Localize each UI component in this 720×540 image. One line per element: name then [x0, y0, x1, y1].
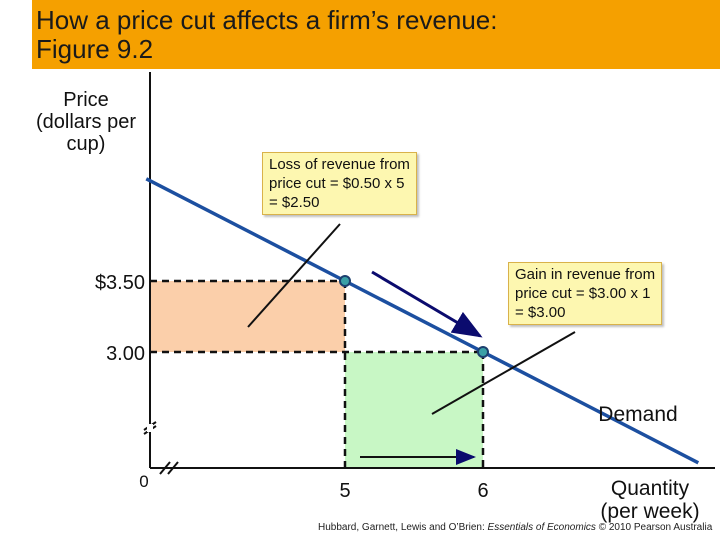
x-tick-5: 5	[339, 480, 350, 502]
gain-callout-pointer	[431, 331, 576, 415]
loss-callout-line-3: = $2.50	[269, 194, 320, 211]
x-axis-label-line-2: (per week)	[600, 500, 699, 523]
demand-point-1	[339, 275, 351, 287]
y-axis-break-gap	[147, 424, 153, 432]
gain-callout: Gain in revenue from price cut = $3.00 x…	[508, 262, 663, 325]
y-tick-3-50: $3.50	[95, 272, 145, 294]
gain-callout-line-2: price cut = $3.00 x 1	[515, 285, 651, 302]
x-axis-break-2	[167, 461, 179, 475]
credit-prefix: Hubbard, Garnett, Lewis and O’Brien:	[318, 522, 488, 533]
demand-point-2	[477, 346, 489, 358]
credit-suffix: © 2010 Pearson Australia	[595, 522, 713, 533]
page-title-line-2: Figure 9.2	[36, 34, 154, 64]
x-axis-label-line-1: Quantity	[611, 477, 690, 500]
title-bar: How a price cut affects a firm’s revenue…	[32, 0, 720, 69]
y-axis-label-line-2: (dollars per	[36, 111, 136, 133]
x-tick-6: 6	[477, 480, 488, 502]
gain-area	[345, 352, 483, 468]
page-title-line-1: How a price cut affects a firm’s revenue…	[36, 5, 498, 35]
gain-callout-line-1: Gain in revenue from	[515, 266, 656, 283]
loss-callout-pointer	[247, 223, 341, 328]
gain-callout-line-3: = $3.00	[515, 304, 566, 321]
price-cut-arrow	[371, 270, 483, 338]
demand-label: Demand	[598, 403, 677, 426]
loss-callout-line-2: price cut = $0.50 x 5	[269, 175, 405, 192]
credit-book: Essentials of Economics	[487, 522, 596, 533]
loss-callout-line-1: Loss of revenue from	[269, 156, 410, 173]
y-axis-label-line-3: cup)	[67, 133, 106, 155]
loss-callout: Loss of revenue from price cut = $0.50 x…	[262, 152, 417, 215]
loss-area	[150, 281, 345, 352]
credit-line: Hubbard, Garnett, Lewis and O’Brien: Ess…	[318, 522, 712, 533]
x-axis-break-1	[159, 461, 171, 475]
y-tick-3-00: 3.00	[106, 343, 145, 365]
y-axis-label-line-1: Price	[63, 89, 109, 111]
origin-label: 0	[139, 472, 148, 491]
demand-curve	[145, 177, 700, 465]
